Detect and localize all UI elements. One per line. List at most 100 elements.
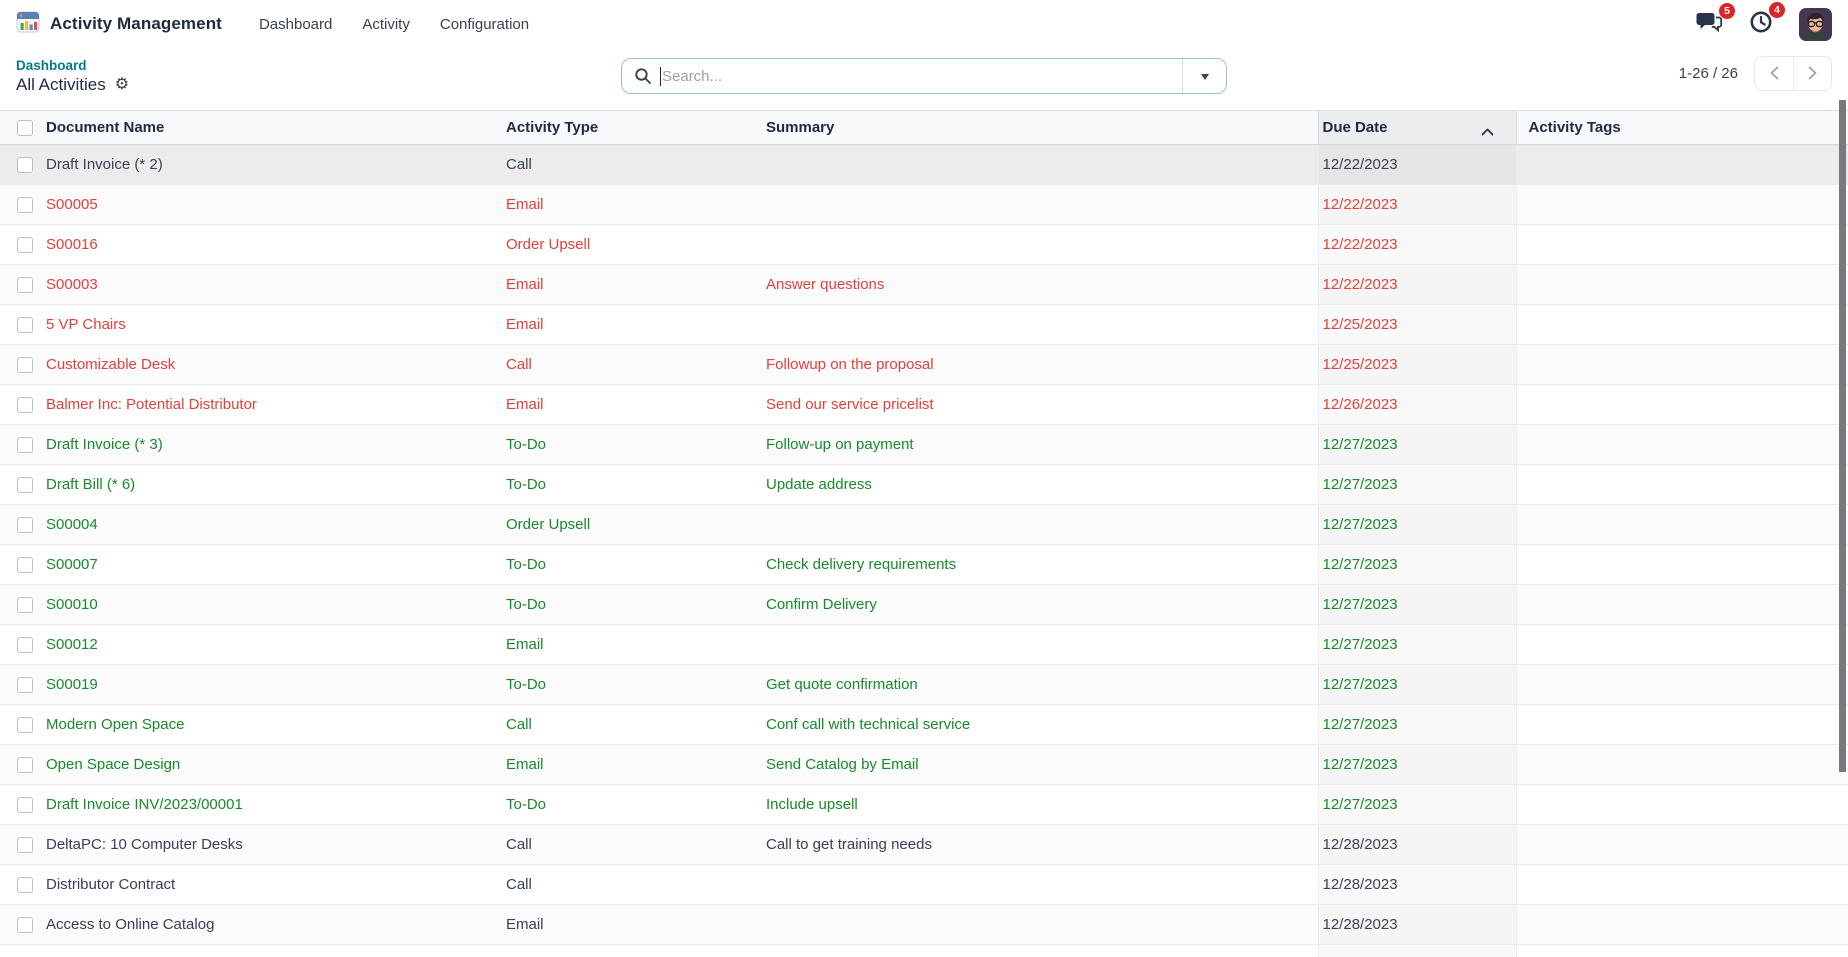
table-row[interactable]: S00005 Email 12/22/2023 (0, 184, 1848, 225)
table-row[interactable]: Draft Invoice (* 3) To-Do Follow-up on p… (0, 424, 1848, 465)
table-row[interactable]: Modern Open Space Call Conf call with te… (0, 704, 1848, 745)
menu-item-configuration[interactable]: Configuration (439, 15, 530, 33)
table-row[interactable]: S00019 To-Do Get quote confirmation 12/2… (0, 664, 1848, 705)
activity-tags-cell (1516, 944, 1848, 957)
summary-cell: Update address (766, 464, 1318, 505)
page-title: All Activities (16, 74, 106, 94)
table-row[interactable]: Access to Online Catalog Email 12/28/202… (0, 904, 1848, 945)
due-date-cell: 12/28/2023 (1317, 864, 1517, 905)
document-name-cell: S00012 (46, 624, 506, 665)
row-checkbox[interactable] (17, 316, 33, 333)
row-checkbox[interactable] (17, 196, 33, 213)
row-checkbox[interactable] (17, 796, 33, 813)
row-checkbox[interactable] (17, 596, 33, 613)
document-name-cell: Draft Invoice (* 2) (46, 144, 506, 185)
activity-type-cell: Email (506, 304, 766, 345)
row-checkbox[interactable] (17, 556, 33, 573)
table-row[interactable]: DeltaPC: 10 Computer Desks Call Call to … (0, 824, 1848, 865)
search-filter-toggle[interactable] (1182, 59, 1226, 93)
activity-type-cell: Order Upsell (506, 224, 766, 265)
row-checkbox[interactable] (17, 636, 33, 653)
activity-type-cell: Call (506, 864, 766, 905)
activity-type-cell: Email (506, 624, 766, 665)
activity-tags-cell (1516, 664, 1848, 705)
due-date-cell: 12/26/2023 (1317, 384, 1517, 425)
vertical-scrollbar[interactable] (1835, 100, 1848, 957)
document-name-cell: S00007 (46, 544, 506, 585)
row-checkbox[interactable] (17, 156, 33, 173)
summary-cell: Call to get training needs (766, 824, 1318, 865)
document-name-cell: S00016 (46, 224, 506, 265)
activity-type-cell: To-Do (506, 784, 766, 825)
document-name-cell: Info about services (46, 944, 506, 957)
document-name-cell: S00004 (46, 504, 506, 545)
row-checkbox[interactable] (17, 836, 33, 853)
table-row[interactable]: S00004 Order Upsell 12/27/2023 (0, 504, 1848, 545)
column-header-summary[interactable]: Summary (766, 110, 1318, 145)
table-row[interactable]: Draft Bill (* 6) To-Do Update address 12… (0, 464, 1848, 505)
due-date-cell: 12/27/2023 (1317, 784, 1517, 825)
pager-previous-button[interactable] (1755, 57, 1793, 90)
user-avatar[interactable] (1799, 7, 1832, 41)
pager-next-button[interactable] (1793, 56, 1831, 90)
row-checkbox[interactable] (17, 716, 33, 733)
table-row[interactable]: 5 VP Chairs Email 12/25/2023 (0, 304, 1848, 345)
breadcrumb-dashboard-link[interactable]: Dashboard (16, 57, 87, 73)
row-checkbox[interactable] (17, 276, 33, 293)
activity-type-cell: Call (506, 144, 766, 185)
chat-bubbles-icon (1696, 11, 1723, 38)
scrollbar-thumb[interactable] (1839, 100, 1846, 772)
app-brand[interactable]: Activity Management (16, 10, 222, 39)
table-row[interactable]: Customizable Desk Call Followup on the p… (0, 344, 1848, 385)
due-date-cell: 12/27/2023 (1317, 584, 1517, 625)
row-checkbox[interactable] (17, 236, 33, 253)
activity-tags-cell (1516, 144, 1848, 185)
column-header-activity-tags[interactable]: Activity Tags (1516, 110, 1848, 145)
summary-cell: Include upsell (766, 784, 1318, 825)
menu-item-dashboard[interactable]: Dashboard (258, 15, 333, 33)
activities-table: Document Name Activity Type Summary Due … (0, 110, 1848, 957)
table-row[interactable]: S00010 To-Do Confirm Delivery 12/27/2023 (0, 584, 1848, 625)
table-row[interactable]: S00003 Email Answer questions 12/22/2023 (0, 264, 1848, 305)
summary-cell (766, 144, 1318, 185)
select-all-checkbox[interactable] (17, 119, 33, 136)
table-row[interactable]: Info about services Call Call to get mor… (0, 944, 1848, 957)
activities-button[interactable]: 4 (1749, 1, 1785, 39)
row-checkbox[interactable] (17, 436, 33, 453)
row-checkbox[interactable] (17, 676, 33, 693)
document-name-cell: Balmer Inc: Potential Distributor (46, 384, 506, 425)
app-title: Activity Management (50, 14, 222, 33)
table-row[interactable]: Draft Invoice (* 2) Call 12/22/2023 (0, 144, 1848, 185)
activity-tags-cell (1516, 504, 1848, 545)
summary-cell: Conf call with technical service (766, 704, 1318, 745)
table-row[interactable]: Open Space Design Email Send Catalog by … (0, 744, 1848, 785)
table-row[interactable]: S00012 Email 12/27/2023 (0, 624, 1848, 665)
row-checkbox[interactable] (17, 756, 33, 773)
table-row[interactable]: Balmer Inc: Potential Distributor Email … (0, 384, 1848, 425)
messages-button[interactable]: 5 (1696, 2, 1735, 38)
actions-gear-icon[interactable]: ⚙ (114, 75, 130, 93)
table-row[interactable]: S00007 To-Do Check delivery requirements… (0, 544, 1848, 585)
due-date-cell: 12/27/2023 (1317, 704, 1517, 745)
row-checkbox[interactable] (17, 356, 33, 373)
table-header-row: Document Name Activity Type Summary Due … (0, 110, 1848, 145)
table-row[interactable]: S00016 Order Upsell 12/22/2023 (0, 224, 1848, 265)
text-cursor (660, 66, 661, 86)
row-checkbox[interactable] (17, 516, 33, 533)
document-name-cell: Access to Online Catalog (46, 904, 506, 945)
menu-item-activity[interactable]: Activity (362, 15, 410, 33)
row-checkbox[interactable] (17, 476, 33, 493)
row-checkbox[interactable] (17, 396, 33, 413)
column-header-due-date[interactable]: Due Date (1317, 110, 1517, 145)
activity-tags-cell (1516, 584, 1848, 625)
column-header-document-name[interactable]: Document Name (46, 110, 506, 145)
due-date-cell: 12/28/2023 (1317, 904, 1517, 945)
row-checkbox[interactable] (17, 876, 33, 893)
column-header-activity-type[interactable]: Activity Type (506, 110, 766, 145)
due-date-cell: 12/22/2023 (1317, 224, 1517, 265)
due-date-cell: 12/25/2023 (1317, 304, 1517, 345)
search-input[interactable] (662, 59, 1182, 93)
table-row[interactable]: Draft Invoice INV/2023/00001 To-Do Inclu… (0, 784, 1848, 825)
table-row[interactable]: Distributor Contract Call 12/28/2023 (0, 864, 1848, 905)
row-checkbox[interactable] (17, 916, 33, 933)
